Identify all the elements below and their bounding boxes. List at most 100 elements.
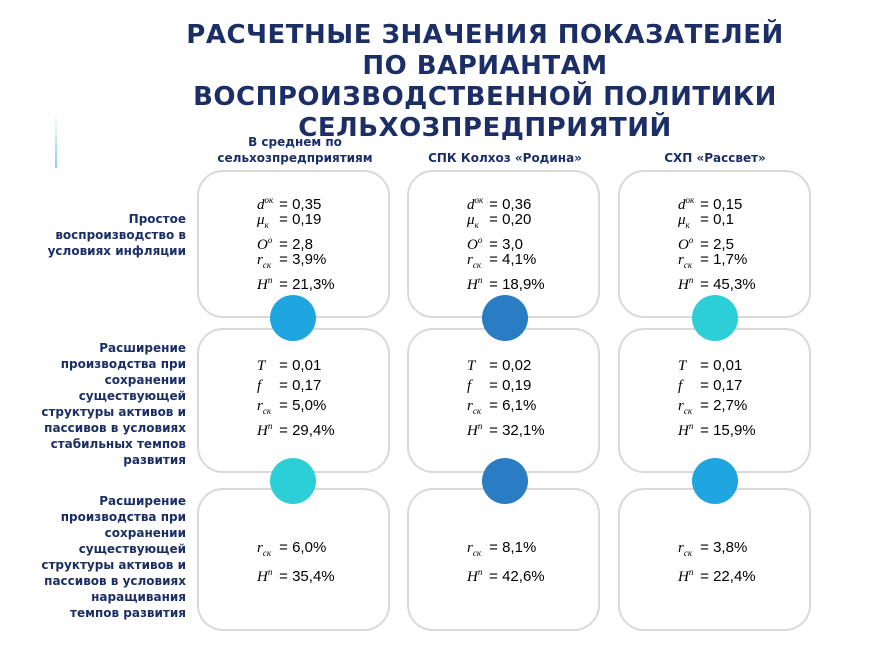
- indicator-h: Hп = 45,3%: [678, 270, 756, 293]
- symbol-d: dок: [467, 195, 484, 213]
- value-d: = 0,15: [696, 196, 743, 213]
- symbol-d: dок: [257, 195, 274, 213]
- symbol-t: T: [678, 358, 687, 374]
- indicator-mu: μк = 0,1: [678, 210, 756, 230]
- value-h: = 21,3%: [275, 276, 335, 293]
- value-h: = 29,4%: [275, 422, 335, 439]
- symbol-r: rск: [257, 252, 272, 270]
- value-card: dок = 0,15 μк = 0,1 Oо = 2,5 rск = 1,7% Hп =…: [618, 170, 811, 318]
- connector-circle: [692, 295, 738, 341]
- symbol-h: Hп: [257, 275, 273, 293]
- value-h: = 22,4%: [696, 568, 756, 585]
- connector-circle: [482, 458, 528, 504]
- indicator-r: rск = 6,1%: [467, 396, 545, 416]
- indicator-d: dок = 0,15: [678, 190, 756, 213]
- value-f: = 0,17: [275, 377, 322, 394]
- indicator-f: f = 0,17: [678, 376, 756, 396]
- value-h: = 45,3%: [696, 276, 756, 293]
- symbol-h: Hп: [467, 275, 483, 293]
- value-r: = 5,0%: [275, 397, 327, 414]
- value-f: = 0,19: [485, 377, 532, 394]
- value-h: = 15,9%: [696, 422, 756, 439]
- indicator-r: rск = 3,8%: [678, 538, 756, 562]
- symbol-r: rск: [678, 252, 693, 270]
- symbol-r: rск: [678, 398, 693, 416]
- indicator-h: Hп = 29,4%: [257, 416, 335, 439]
- value-t: = 0,01: [275, 357, 322, 374]
- value-r: = 6,0%: [275, 539, 327, 556]
- value-h: = 35,4%: [275, 568, 335, 585]
- symbol-o: Oо: [678, 235, 694, 253]
- value-t: = 0,01: [696, 357, 743, 374]
- value-r: = 8,1%: [485, 539, 537, 556]
- symbol-o: Oо: [467, 235, 483, 253]
- indicator-o: Oо = 3,0: [467, 230, 545, 253]
- page-title: РАСЧЕТНЫЕ ЗНАЧЕНИЯ ПОКАЗАТЕЛЕЙ ПО ВАРИАН…: [186, 20, 784, 143]
- symbol-r: rск: [678, 540, 693, 558]
- indicator-h: Hп = 21,3%: [257, 270, 335, 293]
- symbol-r: rск: [257, 540, 272, 558]
- value-r: = 6,1%: [485, 397, 537, 414]
- symbol-h: Hп: [467, 421, 483, 439]
- value-card: T = 0,02 f = 0,19 rск = 6,1% Hп = 32,1%: [407, 328, 600, 473]
- connector-circle: [692, 458, 738, 504]
- indicator-h: Hп = 32,1%: [467, 416, 545, 439]
- indicator-d: dок = 0,35: [257, 190, 335, 213]
- value-card: T = 0,01 f = 0,17 rск = 5,0% Hп = 29,4%: [197, 328, 390, 473]
- value-o: = 3,0: [485, 236, 523, 253]
- value-card: rск = 6,0% Hп = 35,4%: [197, 488, 390, 631]
- indicator-h: Hп = 42,6%: [467, 562, 545, 586]
- indicator-f: f = 0,17: [257, 376, 335, 396]
- value-r: = 2,7%: [696, 397, 748, 414]
- symbol-mu: μк: [678, 212, 690, 230]
- column-header-average: В среднем по сельхозпредприятиям: [217, 135, 373, 165]
- indicator-r: rск = 6,0%: [257, 538, 335, 562]
- value-card: T = 0,01 f = 0,17 rск = 2,7% Hп = 15,9%: [618, 328, 811, 473]
- symbol-t: T: [257, 358, 266, 374]
- symbol-h: Hп: [467, 567, 483, 585]
- indicator-mu: μк = 0,19: [257, 210, 335, 230]
- symbol-h: Hп: [257, 421, 273, 439]
- indicator-r: rск = 2,7%: [678, 396, 756, 416]
- indicator-t: T = 0,01: [678, 356, 756, 376]
- value-mu: = 0,20: [485, 211, 532, 228]
- symbol-f: f: [257, 378, 262, 394]
- accent-line: [55, 112, 57, 168]
- indicator-r: rск = 3,9%: [257, 250, 335, 270]
- value-card: rск = 3,8% Hп = 22,4%: [618, 488, 811, 631]
- row-label-stable: Расширение производства при сохранении с…: [41, 341, 186, 467]
- row-label-growing: Расширение производства при сохранении с…: [41, 494, 186, 620]
- indicator-h: Hп = 22,4%: [678, 562, 756, 586]
- indicator-o: Oо = 2,5: [678, 230, 756, 253]
- value-h: = 32,1%: [485, 422, 545, 439]
- value-card: dок = 0,36 μк = 0,20 Oо = 3,0 rск = 4,1% Hп …: [407, 170, 600, 318]
- symbol-h: Hп: [678, 421, 694, 439]
- symbol-f: f: [467, 378, 472, 394]
- indicator-h: Hп = 15,9%: [678, 416, 756, 439]
- indicator-r: rск = 5,0%: [257, 396, 335, 416]
- connector-circle: [270, 295, 316, 341]
- indicator-r: rск = 8,1%: [467, 538, 545, 562]
- column-header-rassvet: СХП «Рассвет»: [664, 151, 766, 165]
- indicator-d: dок = 0,36: [467, 190, 545, 213]
- value-card: rск = 8,1% Hп = 42,6%: [407, 488, 600, 631]
- connector-circle: [270, 458, 316, 504]
- symbol-r: rск: [467, 540, 482, 558]
- symbol-o: Oо: [257, 235, 273, 253]
- value-f: = 0,17: [696, 377, 743, 394]
- indicator-r: rск = 4,1%: [467, 250, 545, 270]
- column-header-rodina: СПК Колхоз «Родина»: [428, 151, 582, 165]
- value-d: = 0,36: [485, 196, 532, 213]
- symbol-d: dок: [678, 195, 695, 213]
- value-h: = 42,6%: [485, 568, 545, 585]
- indicator-o: Oо = 2,8: [257, 230, 335, 253]
- symbol-h: Hп: [678, 275, 694, 293]
- symbol-r: rск: [257, 398, 272, 416]
- value-mu: = 0,1: [696, 211, 734, 228]
- value-card: dок = 0,35 μк = 0,19 Oо = 2,8 rск = 3,9% Hп …: [197, 170, 390, 318]
- symbol-t: T: [467, 358, 476, 374]
- indicator-mu: μк = 0,20: [467, 210, 545, 230]
- connector-circle: [482, 295, 528, 341]
- value-h: = 18,9%: [485, 276, 545, 293]
- symbol-r: rск: [467, 398, 482, 416]
